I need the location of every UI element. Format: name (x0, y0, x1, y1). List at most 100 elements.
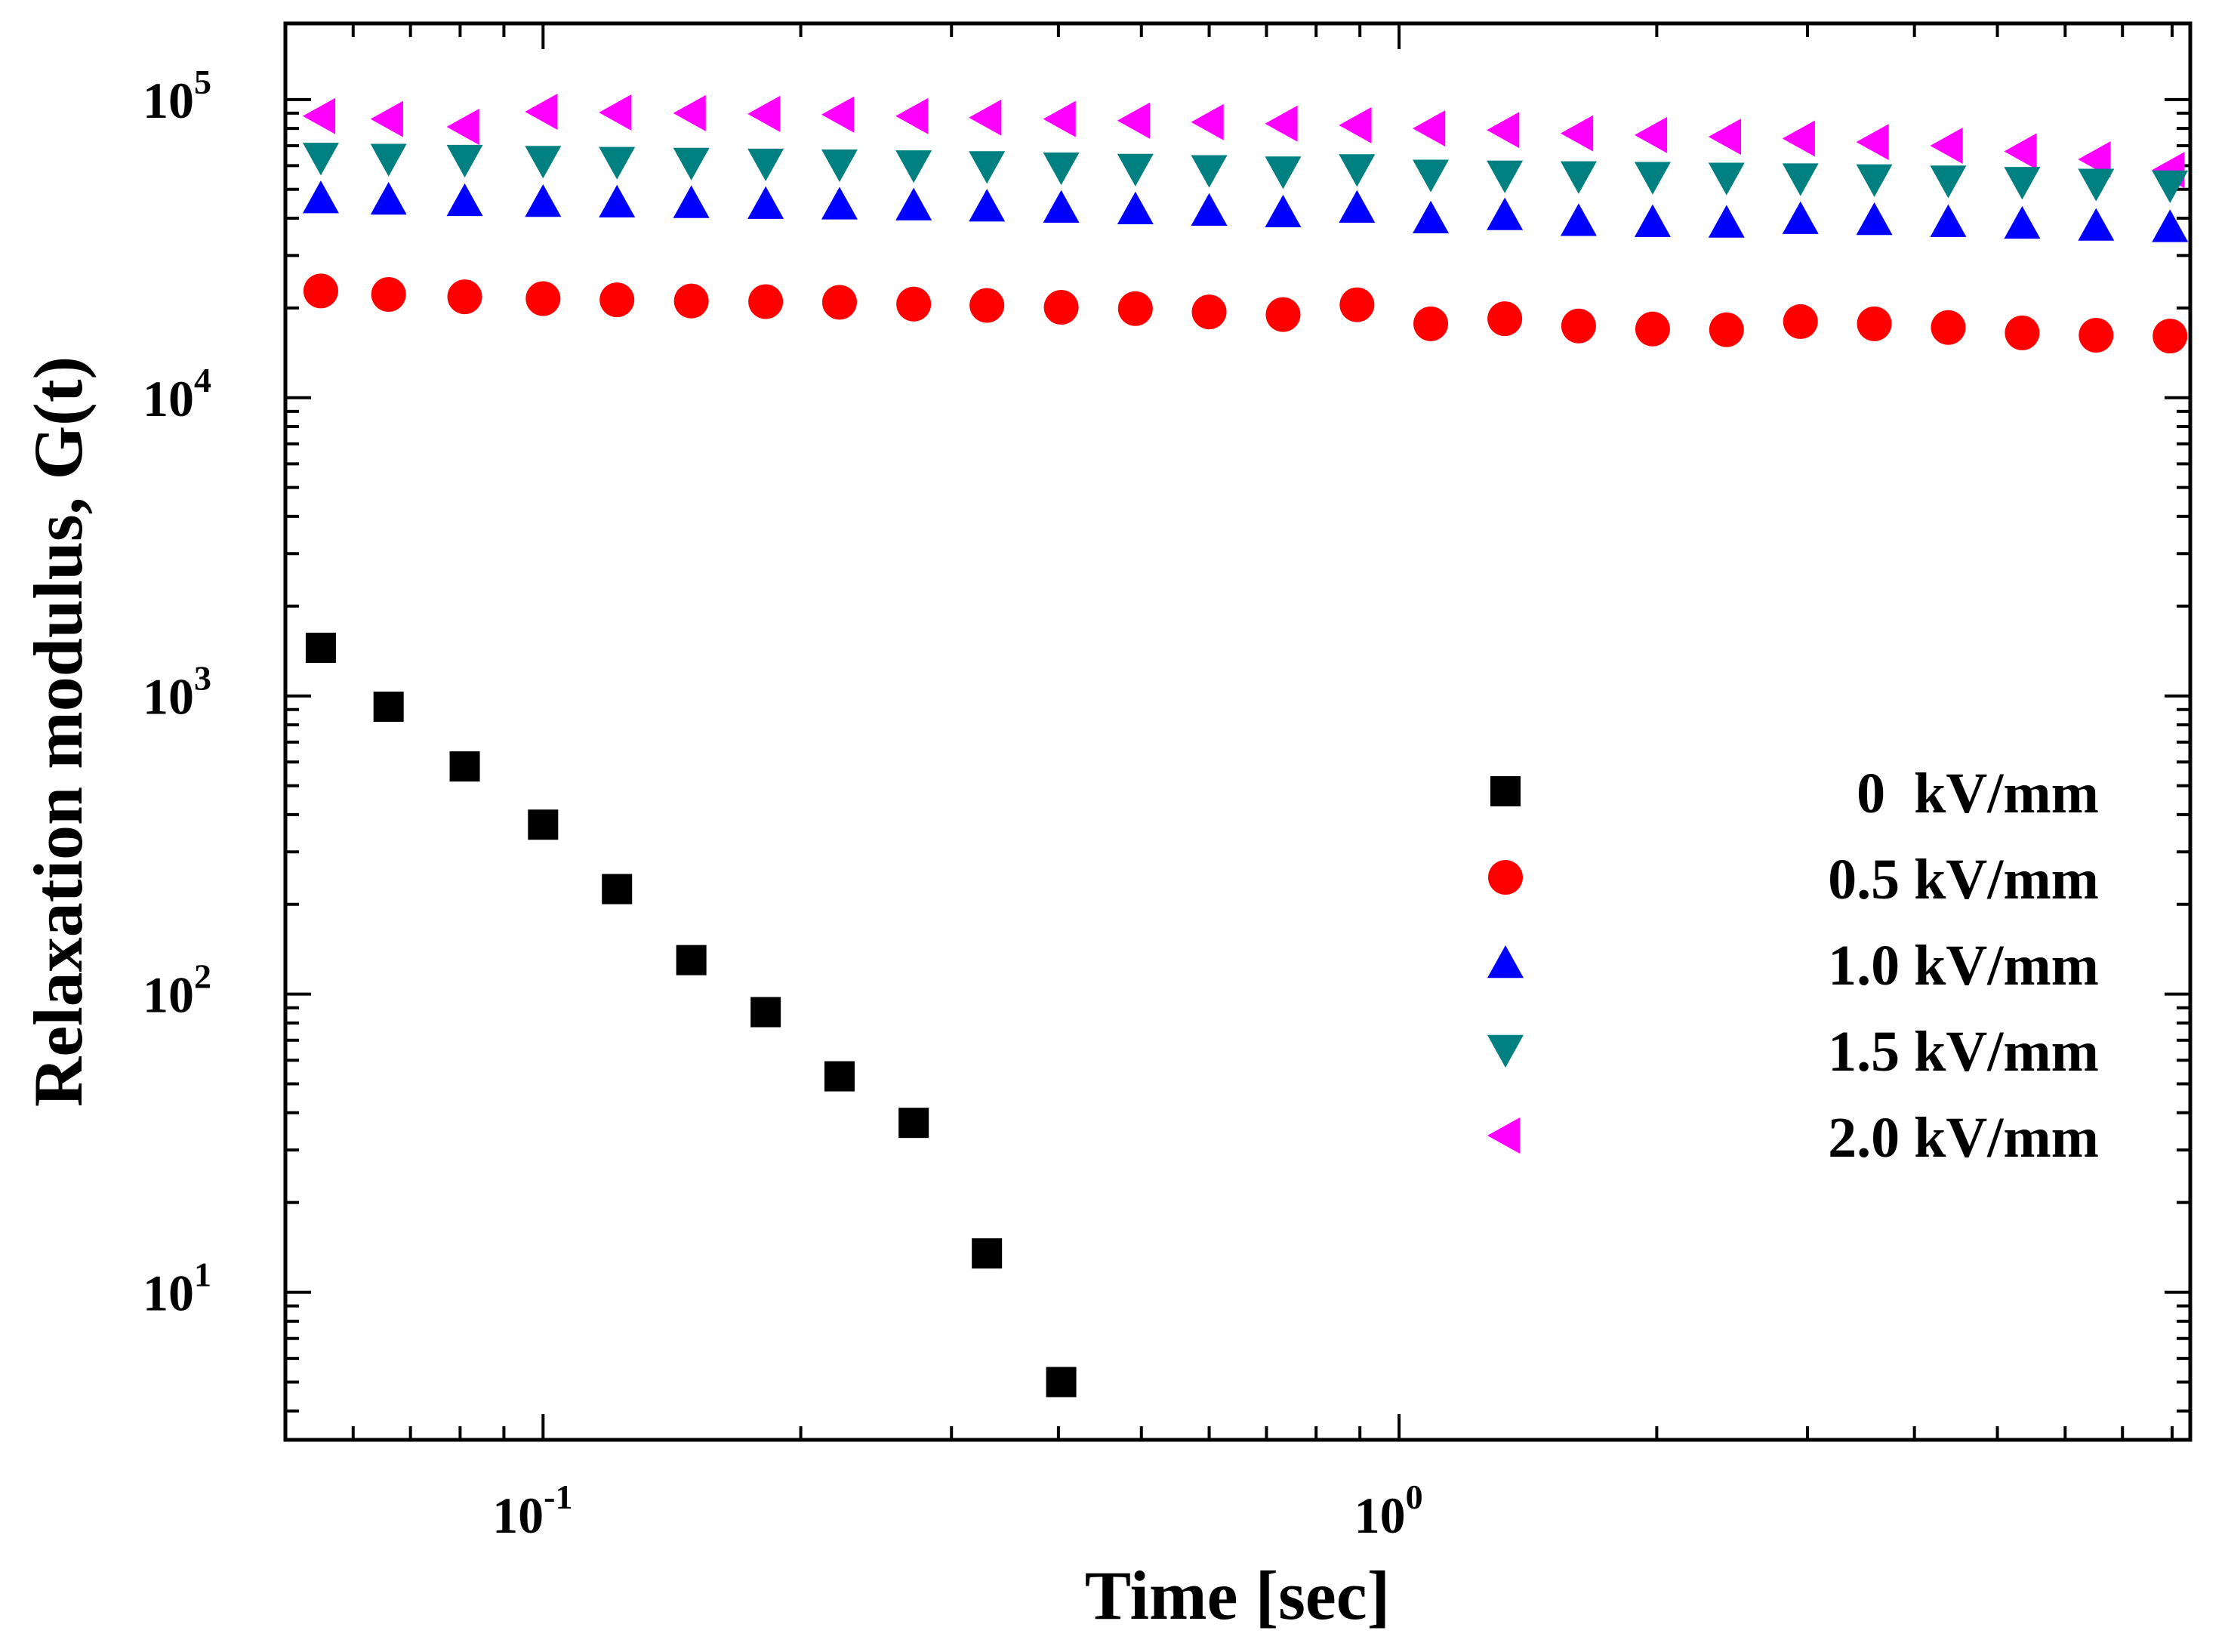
point-1-0-kv-mm (673, 185, 710, 218)
point-1-5-kv-mm (969, 151, 1006, 184)
point-0-5-kv-mm (1117, 291, 1153, 326)
point-1-5-kv-mm (446, 144, 483, 178)
point-0-5-kv-mm (2079, 318, 2114, 353)
point-1-5-kv-mm (2078, 168, 2115, 202)
point-1-5-kv-mm (1043, 152, 1080, 186)
point-0-5-kv-mm (2005, 315, 2040, 350)
legend-label-2-0-kv-mm: 2.0 kV/mm (1828, 1106, 2099, 1170)
point-1-0-kv-mm (2078, 208, 2115, 241)
point-1-0-kv-mm (1560, 203, 1597, 236)
y-tick-label: 104 (143, 361, 211, 427)
point-1-0-kv-mm (1117, 191, 1154, 224)
point-2-0-kv-mm (747, 95, 781, 132)
legend-label-0-5-kv-mm: 0.5 kV/mm (1828, 848, 2099, 911)
point-0-5-kv-mm (896, 286, 932, 322)
point-1-5-kv-mm (599, 146, 636, 180)
point-2-0-kv-mm (1782, 120, 1815, 157)
point-1-0-kv-mm (1930, 204, 1967, 237)
point-0-kv-mm (528, 809, 559, 840)
point-0-5-kv-mm (599, 282, 635, 318)
point-1-5-kv-mm (895, 150, 932, 183)
legend-marker-0-5-kv-mm (1488, 860, 1523, 895)
point-1-0-kv-mm (1708, 205, 1745, 238)
point-2-0-kv-mm (1487, 112, 1520, 149)
point-1-5-kv-mm (2152, 170, 2189, 203)
point-1-5-kv-mm (747, 148, 784, 182)
point-2-0-kv-mm (599, 94, 632, 131)
point-1-5-kv-mm (1339, 154, 1376, 187)
point-0-5-kv-mm (1043, 290, 1079, 325)
point-1-5-kv-mm (1487, 160, 1524, 193)
point-0-5-kv-mm (525, 281, 561, 316)
legend-marker-0-kv-mm (1490, 776, 1521, 806)
point-2-0-kv-mm (1117, 102, 1151, 139)
x-axis-label: Time [sec] (1085, 1557, 1390, 1634)
point-1-5-kv-mm (370, 143, 407, 177)
point-1-0-kv-mm (747, 186, 784, 219)
point-0-kv-mm (449, 751, 480, 782)
point-0-5-kv-mm (1561, 308, 1596, 344)
point-1-5-kv-mm (1265, 156, 1302, 190)
point-0-5-kv-mm (2153, 319, 2188, 354)
x-axis-ticks: 10-1 100 (284, 23, 2174, 1544)
point-1-5-kv-mm (1191, 155, 1228, 188)
point-2-0-kv-mm (673, 94, 706, 131)
point-0-5-kv-mm (748, 284, 784, 319)
point-0-kv-mm (972, 1238, 1003, 1269)
plot-frame (283, 21, 2193, 1442)
point-1-0-kv-mm (1413, 200, 1450, 234)
y-axis-label: Relaxation modulus, G(t) (20, 356, 97, 1107)
legend-label-1-5-kv-mm: 1.5 kV/mm (1828, 1020, 2099, 1083)
point-2-0-kv-mm (2004, 133, 2037, 170)
point-0-5-kv-mm (821, 285, 857, 320)
point-1-5-kv-mm (1708, 162, 1745, 196)
point-1-5-kv-mm (673, 147, 710, 180)
point-2-0-kv-mm (1413, 110, 1446, 147)
point-1-5-kv-mm (1413, 159, 1450, 193)
x-tick-label: 10-1 (492, 1478, 572, 1544)
point-1-0-kv-mm (1339, 190, 1376, 223)
point-2-0-kv-mm (2078, 141, 2111, 178)
point-1-5-kv-mm (1634, 162, 1671, 195)
y-axis-ticks: 101 102 103 104 105 (143, 63, 2190, 1413)
point-0-kv-mm (824, 1061, 855, 1092)
point-0-5-kv-mm (1709, 312, 1744, 347)
point-1-0-kv-mm (2152, 209, 2189, 242)
point-1-0-kv-mm (1634, 204, 1671, 237)
point-1-5-kv-mm (302, 143, 339, 176)
point-2-0-kv-mm (1930, 127, 1963, 164)
legend-marker-1-0-kv-mm (1487, 945, 1524, 979)
point-0-5-kv-mm (1265, 297, 1301, 332)
point-0-5-kv-mm (447, 279, 482, 315)
point-1-0-kv-mm (1043, 190, 1080, 223)
point-1-0-kv-mm (1191, 193, 1228, 226)
legend-marker-1-5-kv-mm (1487, 1034, 1524, 1068)
point-2-0-kv-mm (1708, 119, 1742, 156)
point-2-0-kv-mm (1191, 103, 1224, 140)
legend-label-1-0-kv-mm: 1.0 kV/mm (1828, 934, 2099, 997)
point-2-0-kv-mm (446, 108, 479, 145)
point-1-0-kv-mm (1265, 194, 1302, 228)
y-tick-label: 103 (143, 659, 211, 726)
point-1-5-kv-mm (821, 149, 858, 183)
point-0-5-kv-mm (673, 283, 709, 319)
point-0-5-kv-mm (1487, 301, 1523, 337)
point-0-kv-mm (1046, 1367, 1077, 1398)
point-2-0-kv-mm (1339, 106, 1372, 143)
point-2-0-kv-mm (525, 93, 558, 130)
point-2-0-kv-mm (1634, 116, 1668, 153)
point-0-kv-mm (602, 874, 633, 905)
point-0-5-kv-mm (1931, 310, 1966, 345)
point-1-0-kv-mm (1487, 197, 1524, 230)
point-1-5-kv-mm (1930, 165, 1967, 199)
point-0-kv-mm (750, 997, 781, 1028)
point-1-5-kv-mm (2004, 167, 2041, 200)
point-1-0-kv-mm (525, 184, 562, 217)
y-tick-label: 101 (143, 1256, 211, 1322)
point-0-5-kv-mm (1191, 294, 1227, 330)
y-tick-label: 102 (143, 957, 211, 1024)
point-0-5-kv-mm (303, 273, 338, 309)
point-0-5-kv-mm (1413, 306, 1449, 341)
point-1-0-kv-mm (895, 187, 932, 220)
